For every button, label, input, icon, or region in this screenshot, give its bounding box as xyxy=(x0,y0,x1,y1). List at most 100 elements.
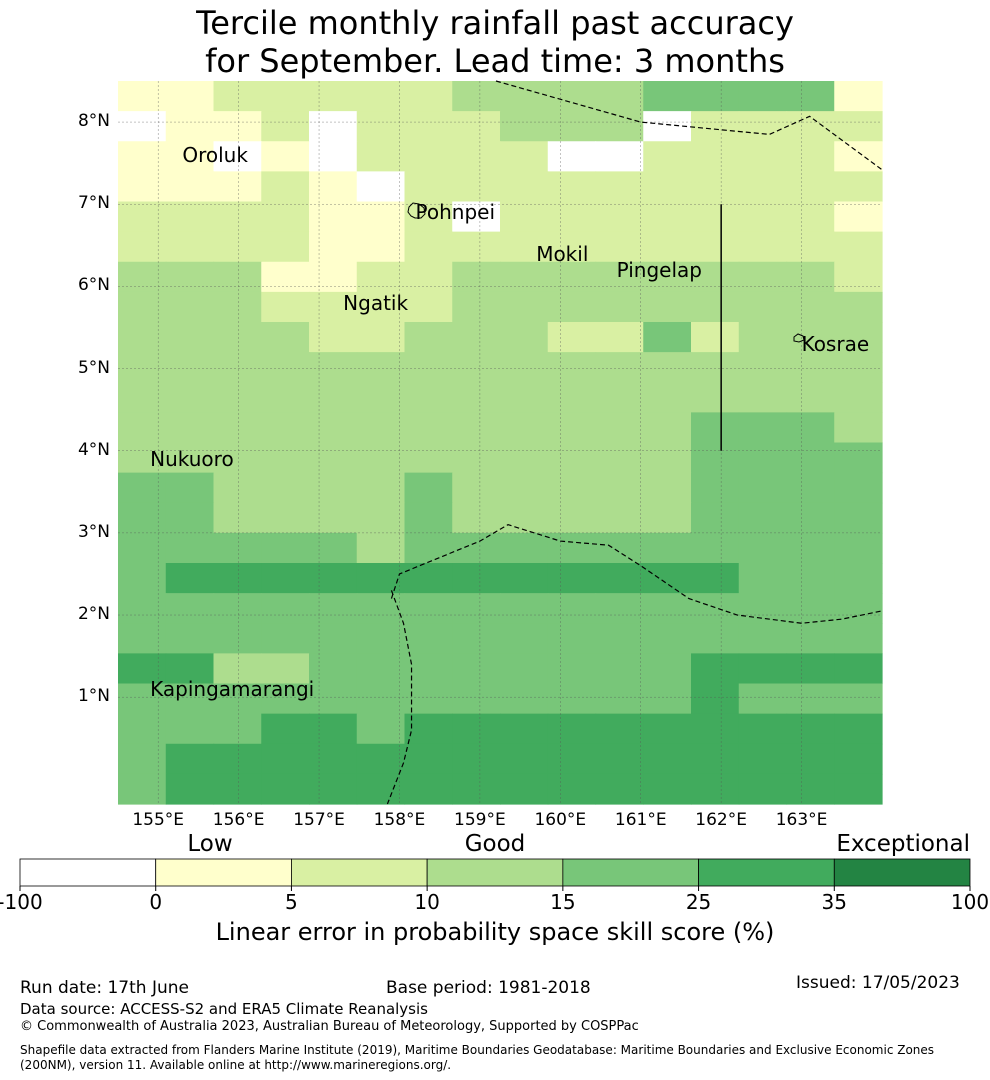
skill-cell xyxy=(404,743,453,775)
skill-cell xyxy=(404,261,453,293)
skill-cell xyxy=(356,322,406,353)
skill-cell xyxy=(261,743,310,775)
skill-cell xyxy=(309,171,358,203)
colorbar-bin xyxy=(833,858,971,887)
skill-cell xyxy=(738,713,788,745)
skill-cell xyxy=(309,502,358,534)
colorbar-tick-label: 15 xyxy=(550,890,576,914)
skill-cell xyxy=(404,141,453,172)
skill-cell xyxy=(118,171,167,203)
skill-cell xyxy=(547,231,597,263)
skill-cell xyxy=(452,442,501,474)
skill-cell xyxy=(643,291,692,323)
skill-cell xyxy=(452,141,501,172)
colorbar xyxy=(19,858,971,891)
skill-cell xyxy=(309,322,358,353)
skill-cell xyxy=(738,593,788,624)
skill-cell xyxy=(118,623,167,654)
skill-cell xyxy=(547,291,597,323)
skill-cell xyxy=(309,653,358,685)
colorbar-bin xyxy=(426,858,564,887)
skill-cell xyxy=(165,532,215,564)
skill-cell xyxy=(786,322,835,353)
colorbar-bin xyxy=(291,858,428,887)
skill-cell xyxy=(691,352,740,383)
place-label-ngatik: Ngatik xyxy=(343,290,409,315)
skill-cell xyxy=(595,773,644,805)
skill-cell xyxy=(786,773,835,805)
skill-cell xyxy=(452,382,501,413)
skill-cell xyxy=(834,352,883,383)
lon-tick-label: 158°E xyxy=(373,810,426,830)
skill-cell xyxy=(691,472,740,504)
skill-cell xyxy=(309,231,358,263)
skill-cell xyxy=(452,713,501,745)
lat-tick-label: 4°N xyxy=(77,439,110,460)
skill-cell xyxy=(643,593,692,624)
skill-cell xyxy=(404,472,453,504)
skill-cell xyxy=(261,291,310,323)
skill-cell xyxy=(213,623,262,654)
skill-cell xyxy=(165,141,215,172)
skill-cell xyxy=(452,261,501,293)
skill-cell xyxy=(404,623,453,654)
skill-cell xyxy=(452,472,501,504)
skill-cell xyxy=(595,141,644,172)
skill-cell xyxy=(643,623,692,654)
skill-cell xyxy=(547,502,597,534)
skill-cell xyxy=(786,171,835,203)
skill-cell xyxy=(404,382,453,413)
skill-cell xyxy=(834,382,883,413)
skill-cell xyxy=(786,563,835,594)
skill-cell xyxy=(786,201,835,233)
skill-cell xyxy=(834,171,883,203)
skill-cell xyxy=(500,593,549,624)
skill-cell xyxy=(500,743,549,775)
skill-cell xyxy=(356,141,406,172)
skill-cell xyxy=(738,352,788,383)
skill-cell xyxy=(165,472,215,504)
skill-cell xyxy=(738,773,788,805)
shapefile-credit: Shapefile data extracted from Flanders M… xyxy=(20,1043,935,1072)
skill-cell xyxy=(261,201,310,233)
lon-tick-label: 159°E xyxy=(454,810,506,830)
skill-cell xyxy=(452,563,501,594)
skill-cell xyxy=(643,412,692,444)
skill-cell xyxy=(261,502,310,534)
skill-cell xyxy=(547,532,597,564)
skill-cell xyxy=(834,593,883,624)
colorbar-tick-label: 25 xyxy=(685,890,712,914)
skill-cell xyxy=(500,502,549,534)
skill-cell xyxy=(356,623,406,654)
skill-cell xyxy=(500,291,549,323)
skill-cell xyxy=(118,743,167,775)
skill-cell xyxy=(309,261,358,293)
skill-cell xyxy=(404,81,453,112)
skill-cell xyxy=(738,291,788,323)
skill-cell xyxy=(261,81,310,112)
skill-cell xyxy=(738,141,788,172)
skill-cell xyxy=(261,683,310,715)
skill-cell xyxy=(834,773,883,805)
skill-cell xyxy=(452,171,501,203)
skill-cell xyxy=(261,171,310,203)
skill-cell xyxy=(261,322,310,353)
skill-cell xyxy=(643,743,692,775)
colorbar-bin xyxy=(562,858,699,887)
skill-cell xyxy=(834,412,883,444)
skill-cell xyxy=(452,81,501,112)
skill-cell xyxy=(213,81,262,112)
skill-cell xyxy=(691,563,740,594)
skill-cell xyxy=(165,81,215,112)
skill-cell xyxy=(500,713,549,745)
skill-cell xyxy=(738,171,788,203)
skill-cell xyxy=(309,352,358,383)
skill-cell xyxy=(738,111,788,142)
skill-cell xyxy=(261,442,310,474)
skill-cell xyxy=(309,382,358,413)
lon-tick-label: 157°E xyxy=(293,810,345,830)
skill-cell xyxy=(118,593,167,624)
skill-cell xyxy=(261,412,310,444)
skill-cell xyxy=(118,563,167,594)
